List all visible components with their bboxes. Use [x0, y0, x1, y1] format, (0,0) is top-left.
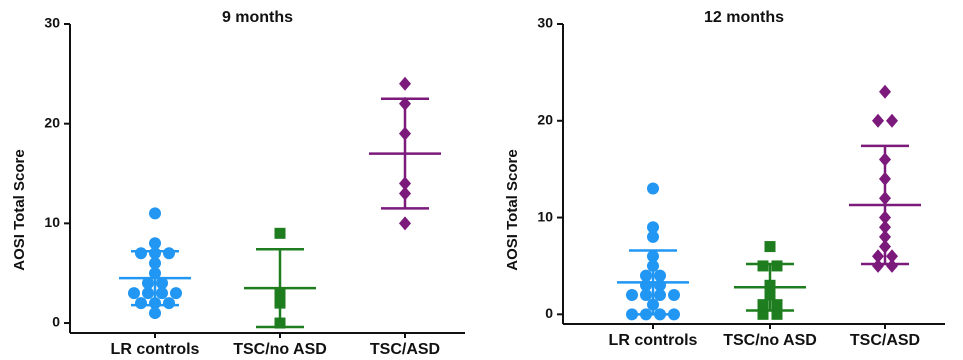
y-axis-label: AOSI Total Score — [504, 149, 521, 270]
y-tick-label: 10 — [537, 208, 553, 224]
data-point — [771, 260, 783, 272]
data-point — [757, 299, 769, 311]
data-point — [163, 247, 175, 260]
data-point — [879, 84, 891, 99]
data-point — [886, 258, 898, 273]
y-tick-label: 10 — [44, 214, 60, 230]
data-point — [626, 288, 638, 301]
data-point — [135, 247, 147, 260]
data-point — [128, 287, 140, 300]
data-point — [886, 249, 898, 264]
data-point — [647, 230, 659, 243]
data-point — [274, 227, 286, 239]
x-tick-label: TSC/ASD — [850, 332, 920, 349]
y-tick-label: 20 — [537, 111, 553, 127]
data-point — [757, 260, 769, 272]
y-tick-label: 0 — [545, 305, 553, 321]
data-point — [872, 249, 884, 264]
chart-title: 12 months — [704, 9, 784, 26]
data-point — [399, 76, 411, 91]
x-tick-label: LR controls — [609, 332, 698, 349]
y-tick-label: 0 — [52, 314, 60, 330]
data-point — [654, 269, 666, 282]
data-point — [149, 237, 161, 250]
data-point — [647, 221, 659, 234]
y-tick-label: 30 — [44, 15, 60, 31]
data-point — [399, 216, 411, 231]
data-point — [872, 258, 884, 273]
data-point — [771, 299, 783, 311]
data-point — [668, 288, 680, 301]
data-point — [156, 277, 168, 290]
y-tick-label: 20 — [44, 114, 60, 130]
data-point — [647, 182, 659, 195]
data-point — [771, 308, 783, 320]
data-point — [149, 207, 161, 220]
data-point — [757, 308, 769, 320]
data-point — [135, 297, 147, 310]
data-point — [872, 113, 884, 128]
data-point — [142, 287, 154, 300]
chart-panel: 12 months AOSI Total Score 0 10 20 30 LR contr… — [504, 9, 945, 349]
data-point — [142, 277, 154, 290]
x-tick-label: TSC/ASD — [370, 341, 440, 358]
data-point — [640, 269, 652, 282]
data-point — [156, 287, 168, 300]
x-tick-label: LR controls — [111, 341, 200, 358]
chart-panel: 9 months AOSI Total Score 0 10 20 30 LR contro… — [11, 9, 465, 358]
data-point — [170, 287, 182, 300]
data-point — [163, 297, 175, 310]
data-point — [149, 307, 161, 320]
y-tick-label: 30 — [537, 15, 553, 31]
chart-title: 9 months — [222, 9, 293, 26]
x-tick-label: TSC/no ASD — [723, 332, 817, 349]
y-axis-label: AOSI Total Score — [11, 149, 28, 270]
x-tick-label: TSC/no ASD — [233, 341, 327, 358]
data-point — [640, 288, 652, 301]
data-point — [654, 288, 666, 301]
data-point — [764, 241, 776, 253]
data-point — [886, 113, 898, 128]
